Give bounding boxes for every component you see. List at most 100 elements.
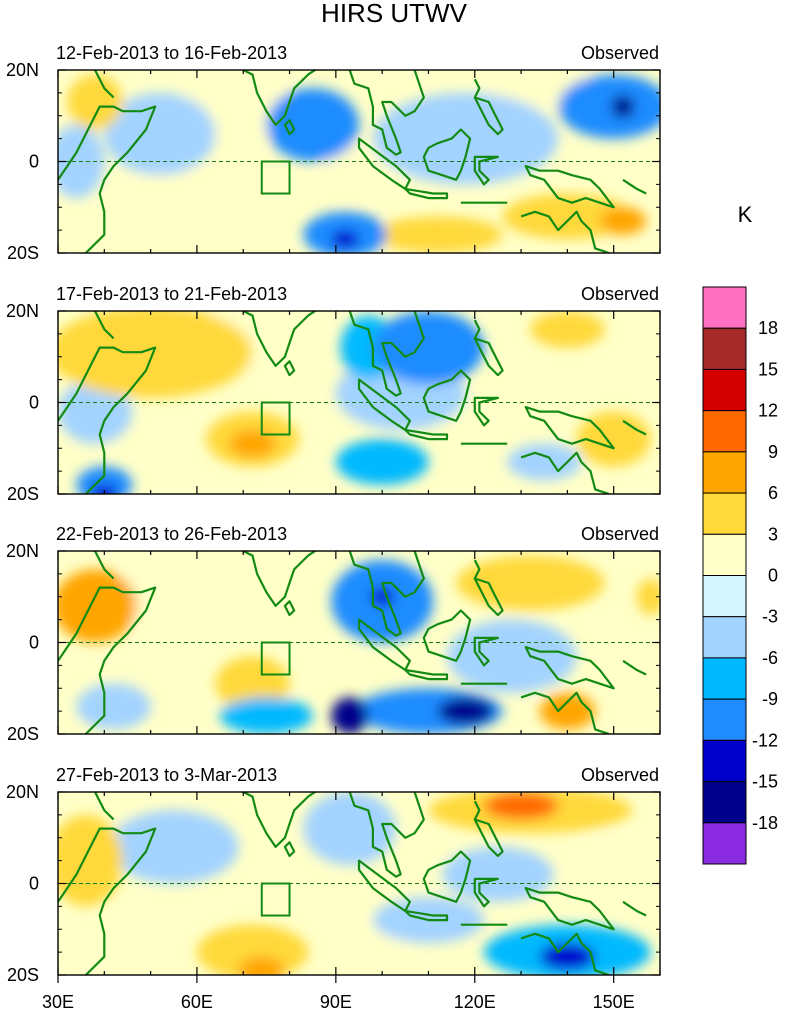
- colorbar-swatch: [702, 698, 747, 741]
- utwv-field: [58, 792, 660, 975]
- anomaly-cell: [90, 484, 119, 494]
- coastline-segment: [242, 70, 318, 126]
- study-box: [260, 641, 291, 676]
- colorbar-swatch: [702, 410, 747, 453]
- coastline: [58, 311, 647, 494]
- panel-label: Observed: [581, 765, 659, 785]
- panel-period: 27-Feb-2013 to 3-Mar-2013: [56, 765, 277, 785]
- anomaly-cell: [113, 555, 262, 638]
- panel-label: Observed: [581, 284, 659, 304]
- colorbar-label: -12: [752, 730, 778, 750]
- coastline-segment: [520, 210, 610, 253]
- colorbar-label: 15: [758, 359, 778, 379]
- y-tick-label: 0: [29, 874, 39, 894]
- y-tick-label: 0: [29, 393, 39, 413]
- y-tick-label: 20N: [6, 301, 39, 321]
- coastline-segment: [348, 792, 425, 878]
- anomaly-cell: [599, 207, 647, 235]
- x-tick-label: 150E: [593, 992, 635, 1012]
- anomaly-cell: [266, 88, 360, 162]
- colorbar-swatch: [702, 739, 747, 783]
- coastline-segment: [348, 551, 425, 637]
- colorbar-label: -15: [752, 772, 778, 792]
- coastline-segment: [404, 668, 449, 681]
- anomaly-cell: [108, 810, 239, 884]
- colorbar-label: -18: [752, 813, 778, 833]
- panel-4: 27-Feb-2013 to 3-Mar-2013 Observed 20N 0 20S: [6, 765, 661, 985]
- y-tick-label: 20N: [6, 541, 39, 561]
- utwv-field: [58, 551, 660, 734]
- panel-3: 22-Feb-2013 to 26-Feb-2013 Observed 20N 0 20…: [6, 524, 661, 744]
- anomaly-cell: [58, 569, 137, 643]
- panel-label: Observed: [581, 524, 659, 544]
- coastline-segment: [422, 128, 472, 181]
- y-tick-label: 20S: [7, 724, 39, 744]
- coastline-segment: [422, 369, 472, 422]
- anomaly-cell: [76, 466, 133, 494]
- coastline-segment: [622, 419, 647, 436]
- anomaly-cell: [58, 379, 133, 444]
- coastline-segment: [242, 792, 318, 848]
- colorbar-label: 0: [768, 566, 778, 586]
- colorbar-swatch: [702, 822, 747, 865]
- x-tick-label: 120E: [454, 992, 496, 1012]
- y-tick-label: 20S: [7, 243, 39, 263]
- anomaly-cell: [372, 311, 485, 385]
- anomaly-cell: [104, 92, 216, 176]
- anomaly-cell: [335, 439, 429, 485]
- coastline-segment: [348, 311, 425, 397]
- coastline-segment: [520, 932, 610, 975]
- y-tick-label: 0: [29, 152, 39, 172]
- colorbar-label: -6: [762, 648, 778, 668]
- coastline-segment: [404, 428, 449, 441]
- colorbar: 18 15 12 9 6 3 0 -3 -6 -9 -12 -15 -18: [702, 286, 778, 865]
- coastline-segment: [473, 78, 504, 136]
- anomaly-cell: [437, 697, 494, 725]
- anomaly-cell: [118, 166, 304, 221]
- colorbar-swatch: [702, 616, 747, 659]
- anomaly-cell: [372, 92, 559, 185]
- coastline: [58, 70, 647, 253]
- colorbar-label: 12: [758, 401, 778, 421]
- panel-period: 17-Feb-2013 to 21-Feb-2013: [56, 284, 287, 304]
- panel-1: 12-Feb-2013 to 16-Feb-2013 Observed 20N 0 20…: [6, 43, 661, 263]
- coastline-segment: [473, 396, 499, 427]
- anomaly-cell: [220, 697, 313, 734]
- anomaly-cell: [611, 95, 635, 119]
- coastline-segment: [473, 800, 504, 858]
- coastline-segment: [473, 155, 499, 186]
- utwv-field: [58, 70, 660, 253]
- colorbar-swatch: [702, 368, 747, 412]
- coastline-segment: [622, 659, 647, 676]
- coastline-segment: [520, 691, 610, 734]
- anomaly-cell: [238, 956, 285, 975]
- colorbar-swatch: [702, 451, 747, 494]
- coastline-segment: [242, 311, 318, 367]
- anomaly-cell: [558, 74, 660, 139]
- coastline-segment: [622, 178, 647, 195]
- y-tick-label: 20S: [7, 484, 39, 504]
- colorbar-label: 6: [768, 483, 778, 503]
- utwv-field: [58, 311, 660, 494]
- coastline-segment: [58, 346, 157, 494]
- coastline: [58, 551, 647, 734]
- anomaly-cell: [502, 193, 633, 240]
- study-box: [260, 882, 291, 917]
- panel-period: 12-Feb-2013 to 16-Feb-2013: [56, 43, 287, 63]
- study-box: [260, 160, 291, 195]
- x-tick-label: 60E: [181, 992, 213, 1012]
- coastline-segment: [404, 909, 449, 922]
- anomaly-cell: [229, 429, 276, 458]
- coastline-segment: [94, 792, 115, 821]
- coastline-segment: [242, 551, 318, 607]
- coastline-segment: [524, 646, 615, 690]
- colorbar-swatch: [702, 575, 747, 618]
- coastline-segment: [473, 877, 499, 908]
- y-tick-label: 20N: [6, 60, 39, 80]
- coastline-segment: [94, 551, 115, 580]
- colorbar-label: 18: [758, 318, 778, 338]
- coastline-segment: [58, 105, 157, 253]
- colorbar-swatch: [702, 492, 747, 535]
- anomaly-cell: [321, 143, 397, 199]
